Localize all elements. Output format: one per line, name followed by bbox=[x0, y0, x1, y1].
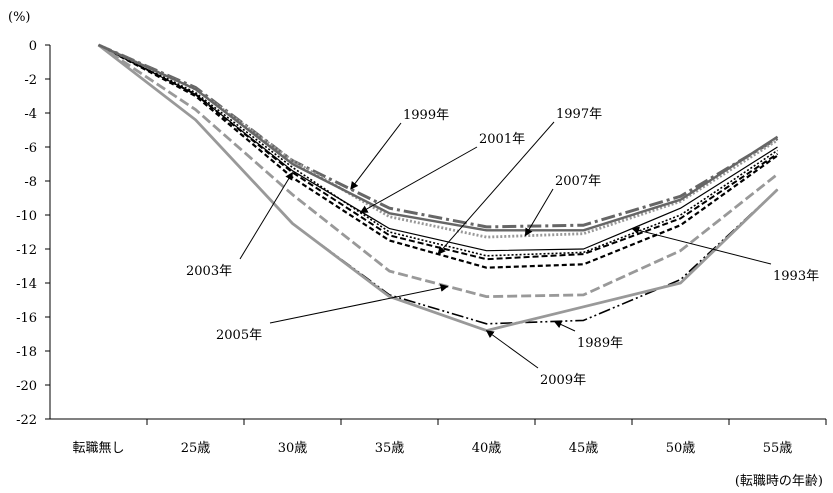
annotation-arrow bbox=[359, 146, 478, 214]
annotation-label: 2001年 bbox=[479, 132, 525, 147]
y-tick-label: -18 bbox=[16, 345, 37, 360]
series-line-2009年 bbox=[97, 43, 779, 333]
series-line-2007年 bbox=[97, 43, 779, 239]
annotation-label: 2003年 bbox=[186, 264, 232, 279]
series-line-unlabeled-9 bbox=[98, 43, 779, 232]
y-tick-label: -6 bbox=[24, 141, 37, 156]
annotation-arrow bbox=[239, 171, 293, 260]
x-axis-title: (転職時の年齢) bbox=[735, 474, 823, 489]
y-tick-label: -4 bbox=[24, 107, 37, 122]
annotation-arrow bbox=[524, 188, 554, 237]
series-line-2001年 bbox=[98, 44, 778, 257]
series-line-1999年 bbox=[97, 43, 779, 229]
annotation-label: 2009年 bbox=[540, 373, 586, 388]
y-tick-label: -22 bbox=[16, 413, 37, 428]
y-tick-label: -16 bbox=[16, 311, 37, 326]
x-tick-label: 35歳 bbox=[375, 441, 405, 456]
annotation-label: 1993年 bbox=[773, 269, 819, 284]
annotation-arrow bbox=[437, 121, 555, 255]
y-axis-unit-label: (%) bbox=[8, 10, 31, 25]
y-tick-label: -12 bbox=[16, 243, 37, 258]
y-tick-label: -14 bbox=[16, 277, 37, 292]
annotation-arrow bbox=[269, 283, 449, 324]
y-tick-label: -2 bbox=[24, 73, 37, 88]
annotation-label: 2007年 bbox=[555, 174, 601, 189]
annotation-label: 1999年 bbox=[403, 108, 449, 123]
annotation-arrow bbox=[350, 122, 402, 190]
annotation-arrow bbox=[631, 226, 772, 265]
x-tick-label: 50歳 bbox=[666, 441, 696, 456]
series-line-1989年 bbox=[98, 44, 779, 325]
x-tick-label: 転職無し bbox=[72, 441, 124, 456]
series-line-2005年 bbox=[97, 43, 779, 299]
x-tick-label: 55歳 bbox=[763, 441, 793, 456]
annotation-label: 2005年 bbox=[216, 328, 262, 343]
y-tick-label: 0 bbox=[29, 39, 37, 54]
y-tick-label: -20 bbox=[16, 379, 37, 394]
x-tick-label: 45歳 bbox=[569, 441, 599, 456]
x-tick-label: 30歳 bbox=[278, 441, 308, 456]
y-tick-label: -8 bbox=[24, 175, 37, 190]
x-tick-label: 40歳 bbox=[472, 441, 502, 456]
y-tick-label: -10 bbox=[16, 209, 37, 224]
annotation-label: 1989年 bbox=[577, 336, 623, 351]
annotation-arrow bbox=[553, 320, 576, 332]
x-tick-label: 25歳 bbox=[181, 441, 211, 456]
annotation-arrow bbox=[485, 330, 539, 369]
series-line-1997年 bbox=[97, 44, 779, 269]
annotation-label: 1997年 bbox=[556, 107, 602, 122]
